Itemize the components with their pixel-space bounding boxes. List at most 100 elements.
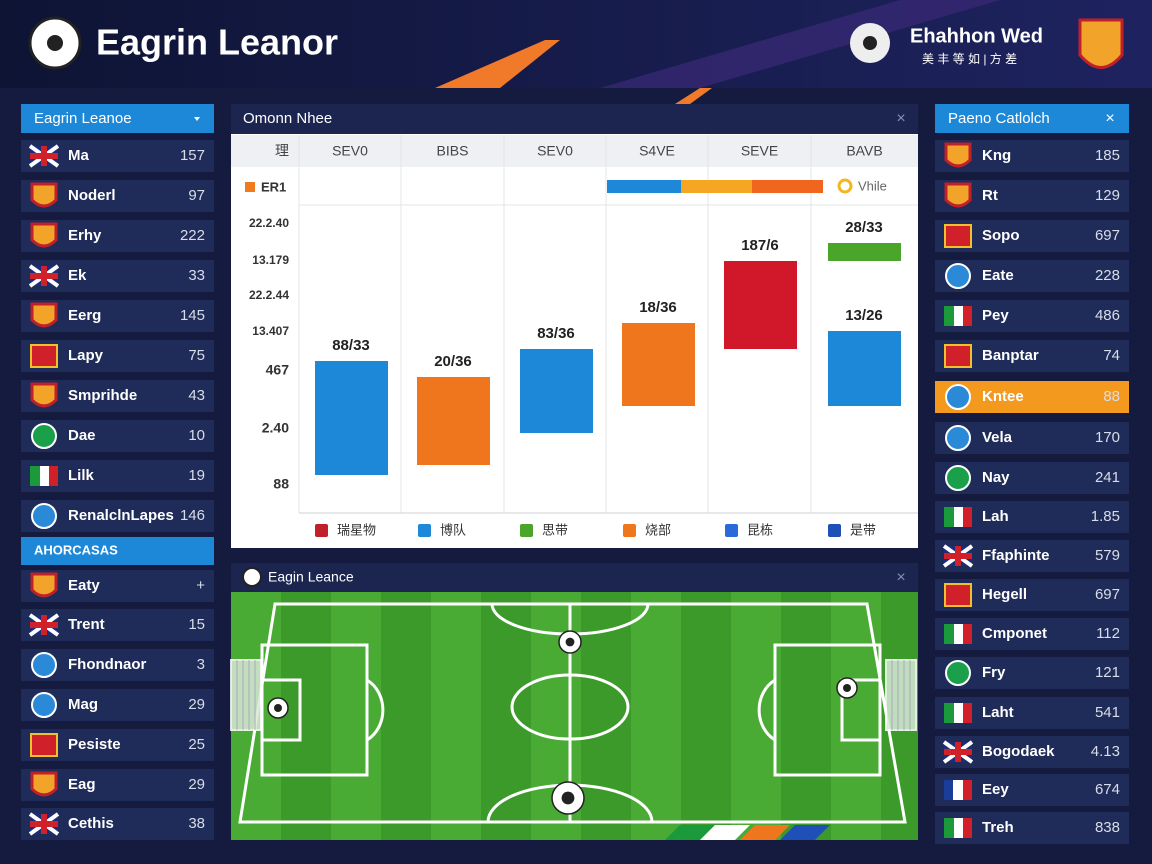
row-name: Ma: [68, 147, 89, 164]
flag-icon: [944, 780, 953, 800]
row-value: 3: [197, 656, 205, 673]
row-name: Kntee: [982, 388, 1024, 405]
row-name: Trent: [68, 616, 105, 633]
table-header: [231, 135, 918, 167]
flag-icon: [954, 703, 963, 723]
row-name: Dae: [68, 427, 96, 444]
flag-icon: [953, 780, 963, 800]
pitch-line: [366, 678, 385, 742]
shield-icon: [944, 142, 972, 168]
bar: [724, 261, 797, 349]
row-value: 697: [1095, 227, 1120, 244]
column-header: S4VE: [639, 143, 675, 159]
panel-header: [21, 104, 214, 133]
badge-icon: [945, 465, 971, 491]
column-header: SEV0: [537, 143, 573, 159]
footer-item: 是带: [850, 522, 876, 537]
row-name: Lilk: [68, 467, 94, 484]
badge-icon: [945, 660, 971, 686]
row-name: Eerg: [68, 307, 101, 324]
pitch-titlebar: [231, 563, 918, 592]
flag-icon: [30, 344, 58, 368]
legend-swatch: [245, 182, 255, 192]
close-button[interactable]: ×: [896, 569, 905, 586]
footer-item: 昆栋: [747, 522, 773, 537]
footer-item: 瑞星物: [337, 522, 376, 537]
pitch-stripe: [831, 592, 881, 840]
shield-icon: [30, 572, 58, 598]
bar-label: 18/36: [639, 299, 677, 316]
row-value: 228: [1095, 267, 1120, 284]
row-value: 674: [1095, 781, 1120, 798]
pitch-stripe: [331, 592, 381, 840]
pitch-stripe-deco: [665, 825, 715, 840]
badge-icon: [945, 263, 971, 289]
row-name: Laht: [982, 704, 1014, 721]
row-name: Mag: [68, 696, 98, 713]
flag-icon: [944, 703, 954, 723]
footer-icon: [623, 524, 636, 537]
chart-titlebar: [231, 104, 918, 134]
close-button[interactable]: ×: [896, 110, 905, 127]
bar: [828, 243, 901, 261]
flag-icon: [944, 818, 954, 838]
footer-icon: [520, 524, 533, 537]
flag-icon: [30, 466, 40, 486]
row-name: Sopo: [982, 227, 1020, 244]
color-bar-label: Vhile: [858, 178, 887, 193]
footer-item: 思带: [542, 522, 568, 537]
chart-title: Omonn Nhee: [243, 110, 332, 127]
row-name: Fry: [982, 664, 1006, 681]
flag-icon: [963, 818, 972, 838]
row-name: Lah: [982, 508, 1009, 525]
row-value: 97: [188, 187, 205, 204]
column-header: SEV0: [332, 143, 368, 159]
ball: [561, 791, 575, 805]
row-name: Cmponet: [982, 625, 1047, 642]
row-name: Eey: [982, 781, 1009, 798]
content: Eagrin Leanoe Ma 157 Noderl 97 Erhy 222 Ek 33 Eer…: [21, 104, 1129, 844]
row-value: 486: [1095, 307, 1120, 324]
color-bar: [607, 180, 681, 193]
y-label: 2.40: [262, 420, 289, 436]
dropdown-caret[interactable]: [194, 117, 200, 121]
row-value: 74: [1103, 347, 1120, 364]
flag-icon: [41, 146, 47, 166]
panel-header: [935, 104, 1129, 133]
row-value: 75: [188, 347, 205, 364]
footer-icon: [315, 524, 328, 537]
row-value: 88: [1103, 388, 1120, 405]
row-value: +: [196, 577, 205, 594]
shield-icon: [30, 182, 58, 208]
brand-icon: [863, 36, 877, 50]
close-button[interactable]: ×: [1105, 110, 1114, 127]
bar: [417, 377, 490, 465]
row-value: 146: [180, 507, 205, 524]
pitch-icon: [242, 567, 262, 587]
row-name: Eaty: [68, 577, 100, 594]
header-bar: [0, 0, 1152, 88]
row-name: Cethis: [68, 815, 114, 832]
row-value: 145: [180, 307, 205, 324]
row-value: 19: [188, 467, 205, 484]
row-name: Lapy: [68, 347, 104, 364]
row-value: 1.85: [1091, 508, 1120, 525]
panel-title: Eagrin Leanoe: [34, 110, 132, 127]
section-header: [21, 537, 214, 565]
row-name: Kng: [982, 147, 1011, 164]
flag-icon: [944, 583, 972, 607]
flag-icon: [944, 624, 954, 644]
row-value: 170: [1095, 429, 1120, 446]
flag-icon: [41, 814, 47, 834]
row-name: Erhy: [68, 227, 102, 244]
row-value: 29: [188, 776, 205, 793]
y-label: 22.2.44: [249, 288, 289, 302]
y-label: 467: [266, 362, 290, 378]
pitch-stripe: [631, 592, 681, 840]
goal-net: [230, 659, 262, 731]
row-name: Noderl: [68, 187, 116, 204]
badge-icon: [31, 503, 57, 529]
ball: [565, 637, 575, 647]
row-name: Vela: [982, 429, 1013, 446]
